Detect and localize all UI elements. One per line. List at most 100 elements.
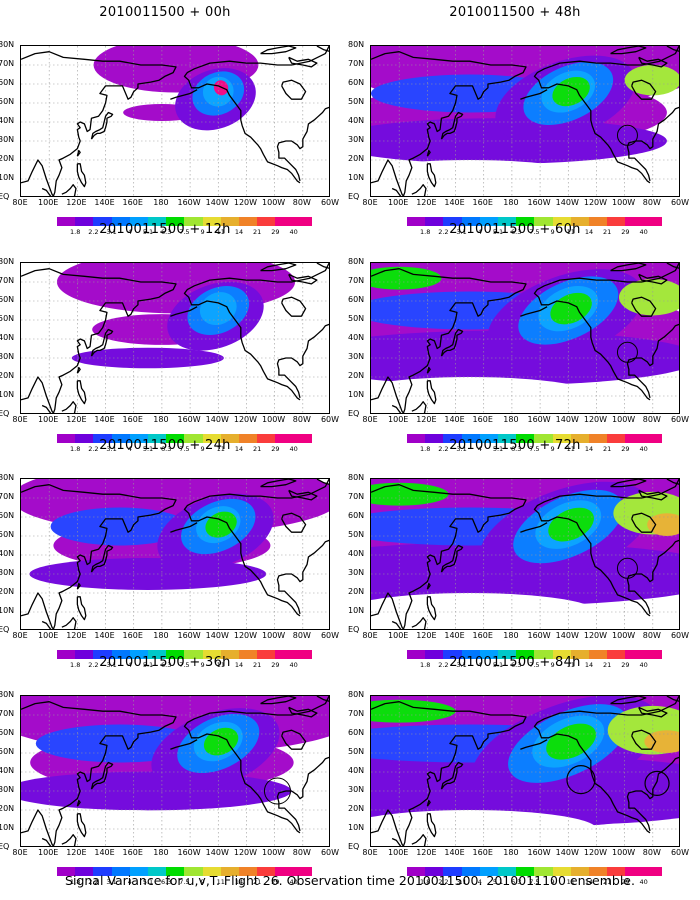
longitude-label: 140E — [444, 415, 465, 424]
colorbar-label: 11 — [216, 228, 225, 236]
map-canvas — [21, 46, 329, 196]
latitude-label: 30N — [348, 352, 365, 361]
latitude-label: 60N — [348, 511, 365, 520]
longitude-label: 180 — [153, 848, 169, 857]
longitude-label: 60W — [320, 415, 340, 424]
map-panel: 2010011500 + 36h 80N 70N 60N 50N 40N 30N 20N 10N… — [0, 655, 339, 886]
colorbar-label: 1.8 — [70, 878, 81, 886]
latitude-label: 40N — [0, 549, 15, 558]
longitude-label: 140E — [94, 848, 115, 857]
observation-circle — [616, 341, 638, 363]
longitude-label: 100E — [38, 631, 59, 640]
longitude-label: 120E — [416, 198, 437, 207]
longitude-label: 180 — [153, 198, 169, 207]
colorbar-label: 2.2 — [438, 228, 449, 236]
latitude-label: 70N — [0, 276, 15, 285]
latitude-label: 70N — [348, 709, 365, 718]
latitude-label: 20N — [0, 804, 15, 813]
colorbar-swatch — [166, 650, 185, 659]
colorbar-swatch — [111, 650, 130, 659]
colorbar — [407, 867, 662, 876]
latitude-label: 40N — [348, 333, 365, 342]
latitude-label: 10N — [348, 823, 365, 832]
colorbar-label: 6.3 — [511, 661, 522, 669]
colorbar-swatch — [57, 434, 76, 443]
latitude-label: 60N — [348, 78, 365, 87]
colorbar-label: 5.1 — [142, 661, 154, 669]
colorbar-swatch — [552, 650, 571, 659]
latitude-label: 10N — [0, 173, 15, 182]
observation-circle — [616, 557, 638, 579]
colorbar-swatch — [479, 867, 498, 876]
colorbar-label: 14 — [584, 661, 594, 669]
colorbar-label: 7.5 — [179, 228, 190, 236]
colorbar-swatch — [443, 434, 462, 443]
colorbar-swatch — [479, 217, 498, 226]
longitude-label: 80W — [642, 415, 661, 424]
longitude-label: 140E — [94, 415, 115, 424]
latitude-label: 50N — [348, 747, 365, 756]
colorbar-swatch — [220, 867, 239, 876]
colorbar-swatch — [111, 867, 130, 876]
latitude-label: 50N — [0, 747, 15, 756]
colorbar-label: 3.1 — [456, 878, 467, 886]
colorbar-swatch — [407, 650, 426, 659]
latitude-label: 40N — [0, 766, 15, 775]
latitude-label: 10N — [348, 173, 365, 182]
longitude-label: 140E — [94, 198, 115, 207]
colorbar-swatch — [407, 217, 426, 226]
panel-title: 2010011500 + 60h — [449, 222, 581, 237]
longitude-label: 120W — [233, 198, 258, 207]
colorbar-swatch — [407, 434, 426, 443]
colorbar-label: 40 — [289, 661, 298, 669]
longitude-label: 160W — [177, 848, 201, 857]
longitude-label: 160E — [472, 198, 493, 207]
longitude-label: 100W — [262, 198, 286, 207]
colorbar-label: 11 — [566, 661, 575, 669]
colorbar — [57, 217, 312, 226]
latitude-label: 60N — [0, 728, 15, 737]
latitude-label: 10N — [0, 606, 15, 615]
longitude-label: 140W — [205, 631, 229, 640]
colorbar-swatch — [166, 217, 185, 226]
latitude-label: 20N — [348, 587, 365, 596]
colorbar-swatch — [166, 434, 185, 443]
colorbar-label: 1.8 — [70, 445, 81, 453]
latitude-label: 40N — [348, 766, 365, 775]
longitude-label: 160W — [177, 631, 201, 640]
latitude-label: 40N — [348, 116, 365, 125]
colorbar-label: 14 — [234, 661, 244, 669]
colorbar-label: 9 — [550, 228, 555, 236]
latitude-label: 10N — [348, 606, 365, 615]
colorbar-label: 5.1 — [142, 228, 154, 236]
longitude-label: 100W — [262, 631, 286, 640]
colorbar-label: 2.2 — [438, 878, 449, 886]
colorbar-swatch — [570, 867, 589, 876]
colorbar-swatch — [607, 867, 626, 876]
latitude-label: 10N — [348, 390, 365, 399]
colorbar-swatch — [479, 434, 498, 443]
colorbar-swatch — [93, 434, 112, 443]
colorbar-swatch — [238, 217, 258, 226]
latitude-label: 20N — [348, 154, 365, 163]
latitude-label: 70N — [0, 59, 15, 68]
longitude-label: 160W — [527, 198, 551, 207]
latitude-label: EQ — [0, 192, 10, 201]
colorbar-swatch — [552, 217, 571, 226]
latitude-label: 30N — [348, 785, 365, 794]
colorbar-label: 7.5 — [529, 445, 540, 453]
longitude-label: 100W — [612, 848, 636, 857]
latitude-label: 40N — [348, 549, 365, 558]
colorbar-swatch — [625, 217, 644, 226]
longitude-label: 120W — [583, 631, 608, 640]
colorbar-swatch — [407, 867, 426, 876]
longitude-label: 120E — [66, 848, 87, 857]
colorbar-swatch — [497, 650, 517, 659]
coastlines — [371, 479, 679, 629]
colorbar-swatch — [202, 867, 221, 876]
colorbar-label: 9 — [550, 661, 555, 669]
longitude-label: 120W — [233, 415, 258, 424]
observation-circle — [566, 764, 596, 795]
colorbar-label: 21 — [603, 878, 612, 886]
colorbar — [407, 650, 662, 659]
